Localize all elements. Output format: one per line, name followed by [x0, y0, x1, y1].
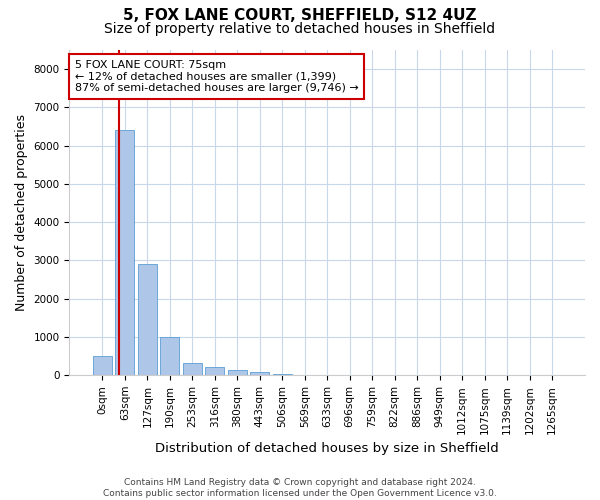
Text: Contains HM Land Registry data © Crown copyright and database right 2024.
Contai: Contains HM Land Registry data © Crown c…: [103, 478, 497, 498]
Bar: [138, 264, 157, 375]
Bar: [160, 337, 179, 375]
Bar: [93, 356, 112, 375]
X-axis label: Distribution of detached houses by size in Sheffield: Distribution of detached houses by size …: [155, 442, 499, 455]
Bar: [272, 374, 292, 375]
Bar: [115, 130, 134, 375]
Bar: [205, 367, 224, 375]
Bar: [228, 370, 247, 375]
Bar: [183, 362, 202, 375]
Bar: [250, 372, 269, 375]
Text: Size of property relative to detached houses in Sheffield: Size of property relative to detached ho…: [104, 22, 496, 36]
Text: 5 FOX LANE COURT: 75sqm
← 12% of detached houses are smaller (1,399)
87% of semi: 5 FOX LANE COURT: 75sqm ← 12% of detache…: [74, 60, 358, 93]
Y-axis label: Number of detached properties: Number of detached properties: [15, 114, 28, 311]
Text: 5, FOX LANE COURT, SHEFFIELD, S12 4UZ: 5, FOX LANE COURT, SHEFFIELD, S12 4UZ: [123, 8, 477, 22]
